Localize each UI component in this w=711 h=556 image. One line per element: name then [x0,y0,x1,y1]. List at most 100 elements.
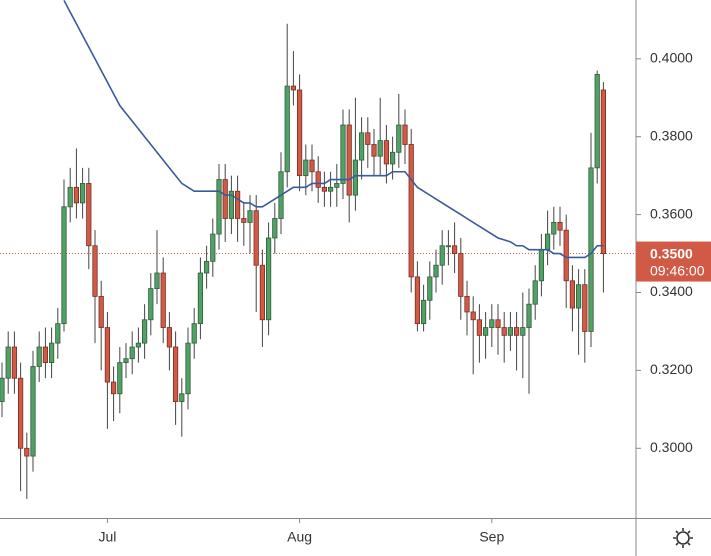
axis-area: 0.3000 0.3200 0.3400 0.3600 0.3800 0.4000 Jul A… [98,50,711,545]
candle-body [458,253,464,297]
candle-body [352,159,359,196]
candle-body [191,323,197,344]
candle-body [594,73,600,169]
candle-body [179,393,185,402]
candle-body [439,245,445,266]
candle-body [427,276,433,301]
y-tick-label: 0.3800 [650,127,693,143]
candle-body [569,280,576,309]
candle-body [129,346,135,360]
candle-body [11,346,17,379]
candle-body [185,342,191,395]
candle-body [520,327,526,336]
y-tick-label: 0.3600 [650,205,693,221]
candle-body [365,132,371,145]
candle-body [576,284,582,309]
candle-body [86,183,92,247]
candle-body [396,124,402,153]
candle-body [73,186,79,204]
last-price-label: 0.3500 [650,245,693,261]
candle-body [358,132,365,161]
candle-body [160,272,166,328]
candle-body [600,89,607,254]
x-tick-label: Sep [479,529,504,545]
candle-body [259,264,266,321]
candle-body [166,327,172,348]
candle-body [135,342,141,348]
candle-body [414,276,421,325]
candle-body [526,303,532,328]
countdown-label: 09:46:00 [650,262,705,278]
candle-body [61,206,67,325]
candle-body [67,186,73,208]
candle-body [551,221,557,235]
candle-body [296,89,303,177]
candle-body [309,159,315,173]
candle-body [203,260,210,274]
candle-body [582,284,588,332]
candle-body [377,140,383,157]
candle-body [104,327,110,383]
candle-body [253,210,259,266]
y-tick-label: 0.3200 [650,361,693,377]
candle-body [451,245,458,254]
candle-body [154,272,160,290]
candle-body [334,183,340,188]
candle-body [123,358,129,363]
x-tick-label: Jul [98,529,116,545]
candle-body [340,124,346,184]
candle-body [371,144,377,157]
candle-body [315,171,321,188]
settings-icon[interactable] [673,528,693,548]
gear-ring [676,531,690,545]
candle-body [197,272,203,325]
candle-body [327,186,334,192]
candle-body [0,377,5,402]
candle-body [383,140,390,165]
candle-body [55,323,61,344]
candle-body [464,295,470,313]
last-price-box [636,241,711,282]
candle-body [92,245,98,297]
candle-body [290,85,297,91]
candle-body [495,319,501,328]
candle-body [303,159,309,177]
candle-body [247,210,253,223]
candle-body [234,190,241,219]
candle-body [284,85,290,173]
candle-body [216,179,222,235]
candle-body [507,327,514,336]
candle-body [30,366,36,457]
candle-body [588,167,594,332]
candle-body [42,346,49,364]
candle-body [265,237,272,321]
candle-body [346,124,352,196]
candle-body [117,362,123,395]
candle-body [538,249,545,282]
candle-body [24,447,30,457]
candle-body [80,183,86,204]
candle-body [141,319,148,344]
candle-body [172,346,179,402]
candle-body [321,186,328,192]
candle-body [408,144,414,278]
candle-body [532,280,538,305]
candle-body [489,319,495,328]
candle-body [98,295,104,328]
moving-average [63,0,604,259]
plot-area [0,0,636,499]
y-tick-label: 0.3400 [650,283,693,299]
gear-teeth [673,528,693,548]
candle-body [470,311,476,321]
candle-body [402,124,408,145]
candle-body [111,381,117,395]
candle-body [482,327,489,336]
candle-body [36,346,42,367]
candle-body [476,319,483,336]
candle-body [241,218,247,223]
candle-body [420,299,427,325]
candle-body [545,233,551,251]
candle-body [148,288,154,321]
x-tick-label: Aug [287,529,312,545]
